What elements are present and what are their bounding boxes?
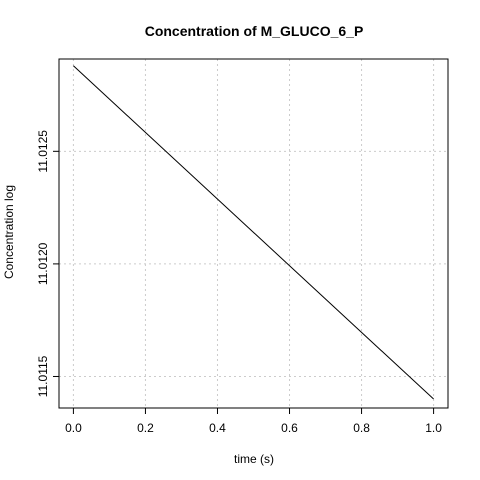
x-axis: 0.0 0.2 0.4 0.6 0.8 1.0 <box>65 408 442 435</box>
y-tick-label: 11.0125 <box>36 130 50 173</box>
y-axis-label: Concentration log <box>2 185 16 279</box>
x-tick-label: 0.6 <box>281 421 298 435</box>
x-tick-label: 0.4 <box>209 421 226 435</box>
chart-title: Concentration of M_GLUCO_6_P <box>145 23 364 39</box>
x-tick-label: 0.0 <box>65 421 82 435</box>
y-axis: 11.0115 11.0120 11.0125 <box>36 130 59 397</box>
x-tick-label: 1.0 <box>425 421 442 435</box>
x-tick-label: 0.8 <box>353 421 370 435</box>
plot-frame <box>58 58 449 409</box>
y-tick-label: 11.0120 <box>36 242 50 285</box>
x-axis-label: time (s) <box>234 452 274 466</box>
series-layer <box>73 65 434 400</box>
x-tick-label: 0.2 <box>137 421 154 435</box>
series-line <box>73 65 434 400</box>
grid <box>59 59 448 408</box>
y-tick-label: 11.0115 <box>36 355 50 397</box>
